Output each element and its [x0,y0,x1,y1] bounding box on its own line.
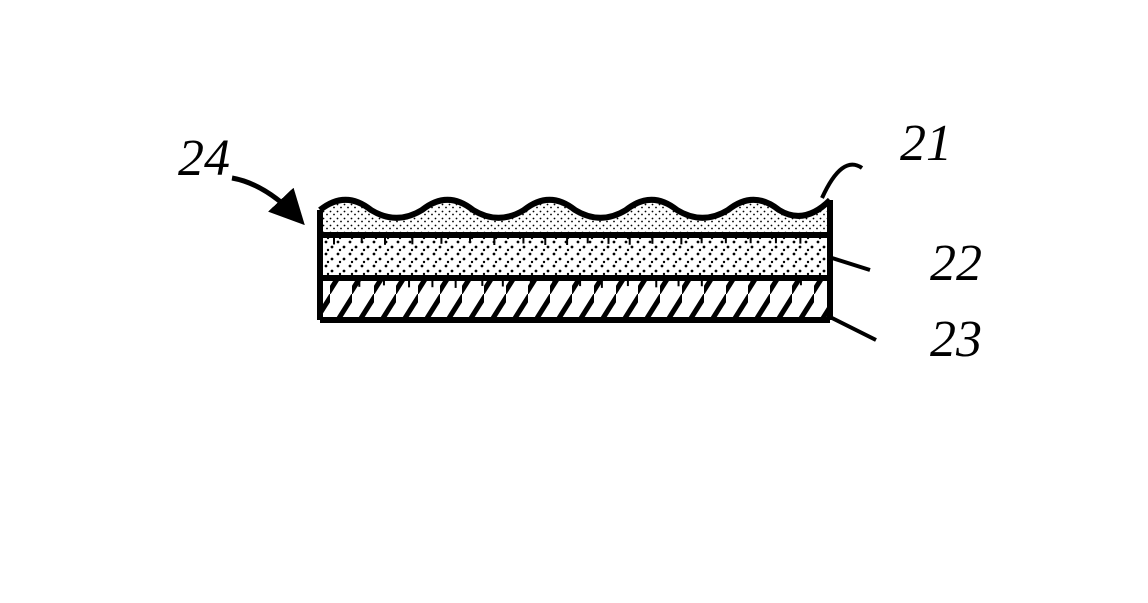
leader-22 [832,258,870,270]
layer-middle [320,235,830,278]
leader-21 [822,165,862,198]
leader-23 [832,318,876,340]
label-24: 24 [178,130,230,187]
label-22: 22 [930,235,982,292]
label-21: 21 [900,115,952,172]
layer-bottom [320,278,830,320]
leader-24-arrow [232,178,300,220]
cross-section-figure: 24 21 22 23 [0,0,1148,603]
label-23: 23 [930,311,982,368]
